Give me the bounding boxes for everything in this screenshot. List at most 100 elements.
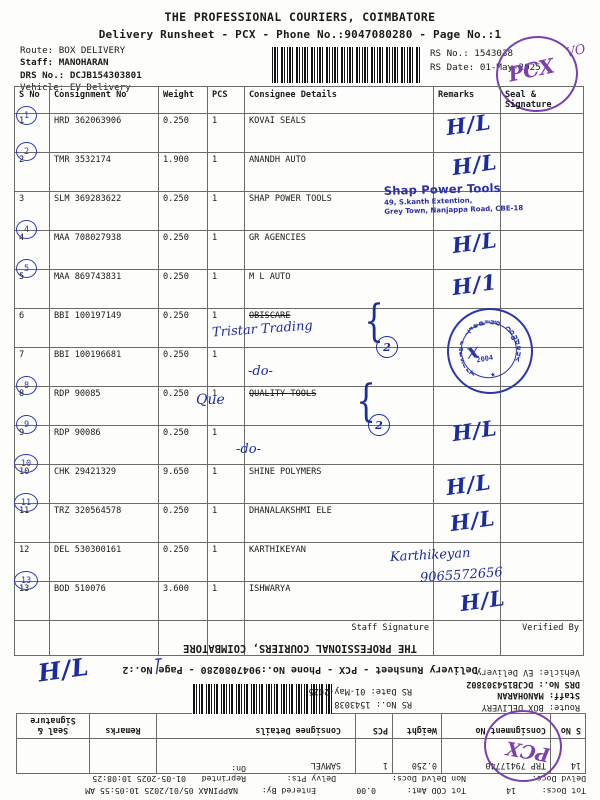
cell-sno: 4 [14, 230, 50, 270]
drs-label: DRS No.: [20, 69, 65, 81]
cell-sno: 9 [14, 425, 50, 465]
rs-date-value: 01-May-2025 [308, 686, 366, 697]
tot-cod-label: Tot COD Amt: [406, 786, 466, 796]
page2-company-title: THE PROFESSIONAL COURIERS, COIMBATORE [183, 642, 417, 654]
cell-remarks [433, 191, 501, 231]
cell-seal [500, 152, 584, 192]
cell-consignee [244, 347, 434, 387]
cell-sno: 1 [14, 113, 50, 153]
table-row: 9 RDP 90086 0.250 1 [14, 425, 584, 465]
cell-consignment: CHK 29421329 [49, 464, 159, 504]
cell-consignee: KARTHIKEYAN [244, 542, 434, 582]
tot-docs-value: 14 [506, 786, 516, 796]
cell-seal [16, 738, 90, 774]
drs-label: DRS No.: [538, 679, 580, 689]
cell-consignment-empty [49, 620, 159, 656]
table-body: 1 HRD 362063906 0.250 1 KOVAI SEALS 2 TMR 353… [14, 113, 584, 656]
route-label: Route: [548, 702, 580, 712]
route-value: BOX DELIVERY [58, 45, 126, 56]
cell-consignee: ANANDH AUTO [244, 152, 434, 192]
staff-signature-label: Staff Signature [244, 620, 434, 656]
cell-weight: 0.250 [158, 542, 208, 582]
rs-no-value: 1543038 [474, 48, 514, 59]
header-right-meta: RS No.: 1543038 RS Date: 01-May-2025 [430, 47, 541, 75]
cell-seal [500, 191, 584, 231]
header-sno: S No [14, 86, 50, 114]
staff-value: MANOHARAN [497, 690, 544, 701]
header-pcs: PCS [207, 86, 245, 114]
header-weight: Weight [392, 713, 442, 739]
header-pcs: PCS [355, 713, 393, 739]
cell-weight: 0.250 [158, 347, 208, 387]
cell-remarks [433, 347, 501, 387]
verified-by-label: Verified By [500, 620, 584, 656]
cell-remarks [433, 113, 501, 153]
cell-consignee: SHINE POLYMERS [244, 464, 434, 504]
rs-no-label: RS No.: [375, 699, 412, 709]
cell-pcs: 1 [207, 269, 245, 309]
signature-footer-row: Staff Signature Verified By [14, 620, 584, 656]
table-row: 10 CHK 29421329 9.650 1 SHINE POLYMERS [14, 464, 584, 504]
cell-consignee: M L AUTO [244, 269, 434, 309]
cell-sno: 12 [14, 542, 50, 582]
cell-pcs: 1 [207, 152, 245, 192]
table-row: 8 RDP 90085 0.250 1 QUALITY TOOLS [14, 386, 584, 426]
header-consignee: Consignee Details [244, 86, 434, 114]
page2-subtitle: Delivery Runsheet - PCX - Phone No.:9047… [122, 664, 478, 675]
header-weight: Weight [158, 86, 208, 114]
route-label: Route: [20, 45, 54, 56]
header-seal: Seal & Signature [500, 86, 584, 114]
table-row: 1 HRD 362063906 0.250 1 KOVAI SEALS [14, 113, 584, 153]
header-seal: Seal & Signature [16, 713, 90, 739]
staff-label: Staff: [548, 690, 580, 701]
drs-value: DCJB154303802 [466, 679, 534, 689]
cell-remarks [433, 464, 501, 504]
staff-line: Staff: MANOHARAN [20, 57, 142, 69]
cell-consignment: BBI 100196681 [49, 347, 159, 387]
cell-sno: 5 [14, 269, 50, 309]
consignee-struck-text: OBISCARE [249, 311, 291, 321]
table-header-row: S No Consignment No Weight PCS Consignee… [14, 86, 584, 114]
cell-weight: 0.250 [158, 230, 208, 270]
header-consignment: Consignment No [49, 86, 159, 114]
staff-line: Staff: MANOHARAN [466, 689, 580, 701]
rs-no-label: RS No.: [430, 48, 469, 59]
drs-value: DCJB154303801 [69, 69, 142, 81]
cell-pcs: 1 [207, 542, 245, 582]
barcode-image [272, 47, 422, 83]
table-row: 6 BBI 100197149 0.250 1 OBISCARE [14, 308, 584, 348]
cell-pcs: 1 [207, 230, 245, 270]
cell-remarks [433, 542, 501, 582]
cell-consignee: ISHWARYA [244, 581, 434, 621]
cell-weight: 0.250 [158, 425, 208, 465]
cell-sno: 10 [14, 464, 50, 504]
consignee-struck-text: QUALITY TOOLS [249, 389, 317, 399]
cell-seal [500, 269, 584, 309]
runsheet-page-1: THE PROFESSIONAL COURIERS, COIMBATORE De… [14, 10, 587, 656]
cell-consignment: MAA 708027938 [49, 230, 159, 270]
cell-consignment: HRD 362063906 [49, 113, 159, 153]
cell-pcs: 1 [207, 308, 245, 348]
cell-seal [500, 386, 584, 426]
table-row: 7 BBI 100196681 0.250 1 [14, 347, 584, 387]
cell-weight: 0.250 [158, 308, 208, 348]
route-line: Route: BOX DELIVERY [20, 45, 142, 57]
cell-seal [500, 347, 584, 387]
cell-remarks [89, 738, 157, 774]
cell-weight: 0.250 [158, 503, 208, 543]
cell-consignment: MAA 869743831 [49, 269, 159, 309]
cell-weight: 9.650 [158, 464, 208, 504]
cell-seal [500, 425, 584, 465]
cell-sno: 2 [14, 152, 50, 192]
drs-line: DRS No.: DCJB154303801 [20, 70, 142, 82]
cell-consignee: SAMVEL [156, 738, 356, 774]
cell-weight: 0.250 [392, 738, 442, 774]
cell-pcs: 1 [207, 191, 245, 231]
cell-sno: 3 [14, 191, 50, 231]
cell-pcs: 1 [355, 738, 393, 774]
cell-sno: 7 [14, 347, 50, 387]
rs-date-label: RS Date: [370, 686, 412, 697]
cell-pcs: 1 [207, 113, 245, 153]
company-title: THE PROFESSIONAL COURIERS, COIMBATORE [164, 10, 436, 24]
header-remarks: Remarks [89, 713, 157, 739]
